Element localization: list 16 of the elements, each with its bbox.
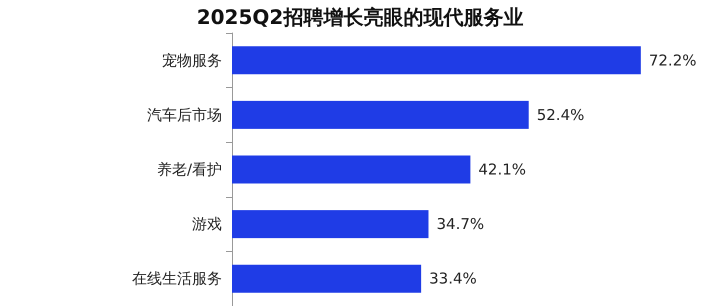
data-label: 33.4%	[429, 270, 477, 288]
chart-title: 2025Q2招聘增长亮眼的现代服务业	[196, 5, 524, 29]
y-tick-label: 养老/看护	[156, 160, 222, 178]
data-label: 42.1%	[478, 160, 526, 178]
bar	[232, 210, 428, 238]
data-label: 72.2%	[648, 51, 696, 70]
bar	[232, 46, 641, 74]
y-tick-label: 宠物服务	[162, 51, 222, 70]
bar	[232, 156, 470, 184]
y-tick-label: 游戏	[192, 215, 222, 234]
bar	[232, 264, 422, 293]
bar	[232, 100, 529, 129]
data-label: 34.7%	[436, 215, 484, 234]
y-tick-label: 在线生活服务	[132, 270, 222, 288]
y-tick-label: 汽车后市场	[147, 106, 222, 124]
data-label: 52.4%	[536, 106, 584, 124]
